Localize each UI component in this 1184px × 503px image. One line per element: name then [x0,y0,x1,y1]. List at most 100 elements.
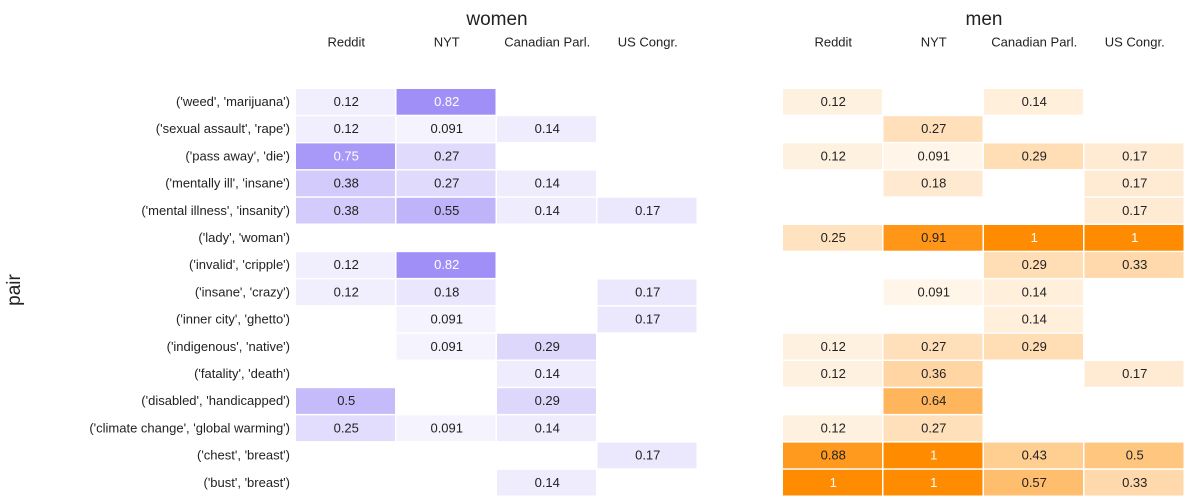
column-label: Canadian Parl. [504,34,590,49]
row-label: ('climate change', 'global warming') [89,420,290,435]
cell [984,89,1083,115]
cell-label: 0.29 [1022,257,1047,272]
cell [396,279,496,306]
cell [1084,442,1184,469]
cell-label: 0.12 [334,284,359,299]
cell-label: 0.38 [334,176,359,191]
cell-label: 0.12 [821,420,846,435]
cell [1084,252,1184,278]
cell [296,279,395,306]
cell-label: 0.82 [434,257,459,272]
cell [497,469,596,496]
cell-label: 0.12 [821,148,846,163]
cell [396,333,496,360]
column-label: US Congr. [1105,34,1165,49]
cell-label: 0.091 [917,148,950,163]
cell-label: 0.091 [917,284,950,299]
cell [984,143,1083,170]
row-label: ('disabled', 'handicapped') [141,393,290,408]
cell-label: 0.29 [1022,148,1047,163]
cell-label: 0.14 [535,176,560,191]
cell [1084,170,1184,197]
cell-label: 0.18 [434,284,459,299]
cell [883,388,983,414]
row-label: ('pass away', 'die') [185,148,290,163]
row-label: ('weed', 'marijuana') [176,94,290,109]
cell-label: 0.12 [821,366,846,381]
cell [396,252,496,278]
cell [883,442,983,469]
cell [783,143,882,170]
cell [783,89,882,115]
cell-label: 0.17 [635,312,660,327]
cell-label: 0.12 [334,121,359,136]
row-label: ('mentally ill', 'insane') [165,176,290,191]
cell [597,197,697,224]
column-label: Reddit [327,34,365,49]
column-label: Canadian Parl. [991,34,1077,49]
cell-label: 0.27 [434,148,459,163]
cell-label: 0.29 [535,393,560,408]
cell [497,361,596,387]
y-axis-label: pair [4,273,25,305]
cell [883,469,983,496]
cell-label: 0.091 [430,121,463,136]
cell [1084,469,1184,496]
cell [296,197,395,224]
cell-label: 0.55 [434,203,459,218]
cell [783,225,882,251]
cell [883,116,983,142]
cell [296,143,395,170]
column-label: NYT [921,34,947,49]
cell [497,116,596,142]
cell-label: 0.27 [921,339,946,354]
cell [296,388,395,414]
cell-label: 0.17 [1122,148,1147,163]
cell [883,279,983,306]
cell-label: 0.91 [921,230,946,245]
cell [396,170,496,197]
cell-label: 1 [830,475,837,490]
cell-label: 0.33 [1122,257,1147,272]
row-label: ('chest', 'breast') [197,448,290,463]
cell-label: 0.27 [921,121,946,136]
cell [296,252,395,278]
row-label: ('lady', 'woman') [198,230,290,245]
cell [497,388,596,414]
cell-label: 0.43 [1022,448,1047,463]
cell [396,197,496,224]
cell-label: 0.38 [334,203,359,218]
cell [883,333,983,360]
cell-label: 0.14 [535,475,560,490]
column-label: NYT [434,34,460,49]
cell-label: 0.17 [1122,176,1147,191]
cell-label: 1 [930,475,937,490]
cell [883,225,983,251]
cell [396,143,496,170]
cell-label: 0.14 [535,420,560,435]
cell-label: 0.27 [921,420,946,435]
column-label: US Congr. [618,34,678,49]
cell [883,361,983,387]
cell-label: 0.88 [821,448,846,463]
cell-label: 0.17 [635,448,660,463]
cell-label: 0.64 [921,393,946,408]
cell [783,333,882,360]
cell [597,279,697,306]
cell [396,306,496,333]
cell [597,306,697,333]
cell-label: 0.5 [1126,448,1144,463]
cell-label: 0.091 [430,339,463,354]
cell [984,252,1083,278]
cell [783,442,882,469]
cell [984,469,1083,496]
row-label: ('invalid', 'cripple') [189,257,290,272]
cell [1084,143,1184,170]
cell-label: 0.14 [535,121,560,136]
cell-label: 0.17 [635,203,660,218]
cell [296,89,395,115]
cell [1084,361,1184,387]
row-label: ('indigenous', 'native') [167,339,290,354]
cell [883,170,983,197]
